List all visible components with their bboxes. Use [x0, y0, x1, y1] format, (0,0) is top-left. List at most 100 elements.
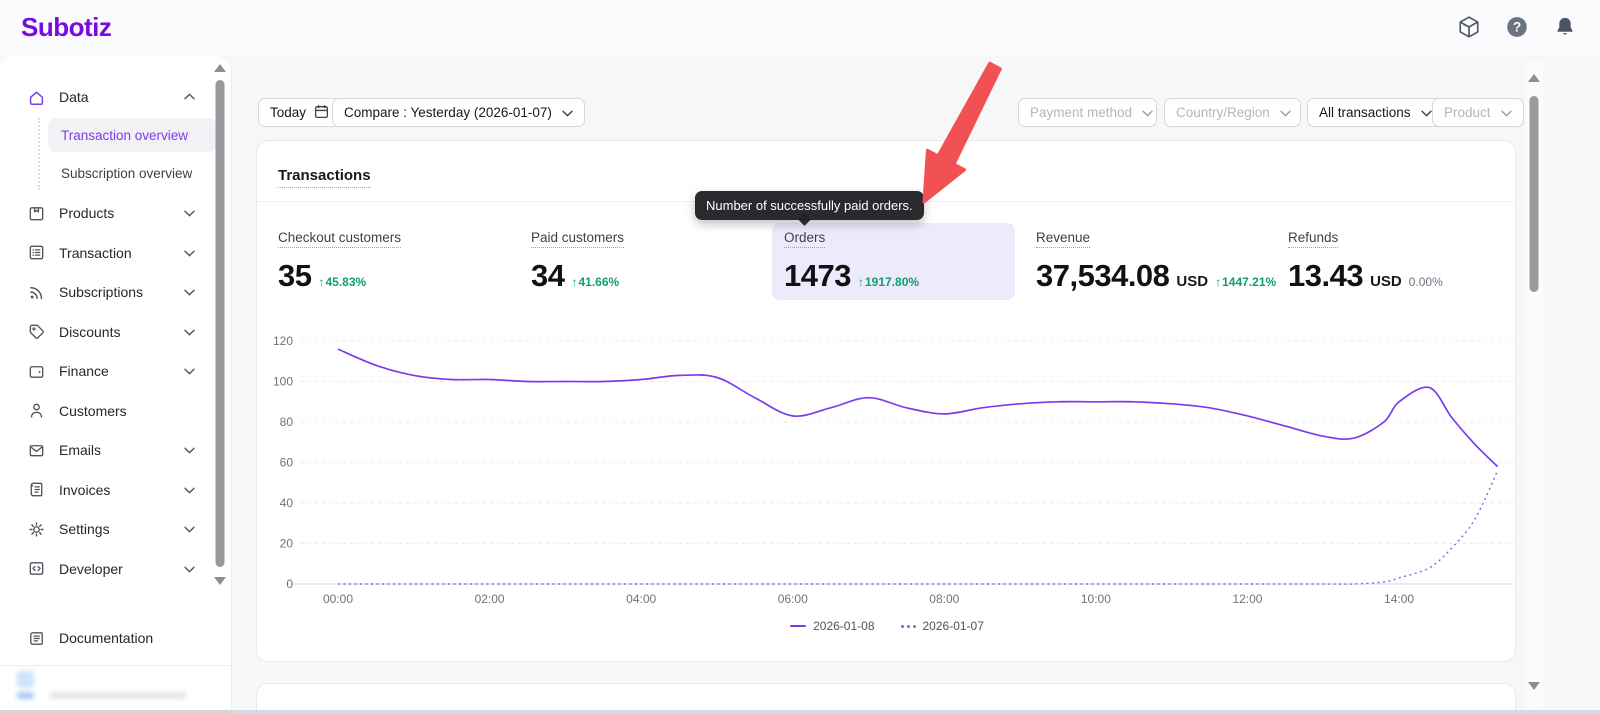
invoice-icon [27, 480, 46, 499]
account-area-blurred[interactable] [0, 666, 231, 714]
account-badge [17, 692, 34, 699]
metric-checkout-customers[interactable]: Checkout customers 35 ↑ 45.83% [278, 230, 402, 293]
svg-text:12:00: 12:00 [1232, 592, 1262, 606]
metric-change: ↑ 41.66% [571, 275, 620, 289]
sidebar-item-data[interactable]: Data [0, 78, 231, 116]
notifications-icon[interactable] [1552, 14, 1578, 40]
sidebar-item-invoices[interactable]: Invoices [0, 471, 231, 509]
sidebar-item-finance[interactable]: Finance [0, 352, 231, 390]
chevron-down-icon [184, 283, 195, 301]
chevron-down-icon [562, 105, 573, 120]
svg-text:10:00: 10:00 [1081, 592, 1111, 606]
sidebar-item-developer[interactable]: Developer [0, 550, 231, 588]
chevron-down-icon [184, 481, 195, 499]
account-name-placeholder [50, 692, 186, 699]
scroll-up-arrow[interactable] [214, 64, 226, 72]
chevron-down-icon [184, 204, 195, 222]
svg-text:120: 120 [273, 334, 293, 348]
payment-method-dropdown[interactable]: Payment method [1018, 98, 1157, 127]
sidebar-item-transaction-overview[interactable]: Transaction overview [48, 118, 217, 152]
legend-item-today[interactable]: 2026-01-08 [790, 619, 875, 633]
scrollbar-thumb[interactable] [215, 80, 225, 567]
next-panel-partial [256, 683, 1516, 714]
code-icon [27, 559, 46, 578]
account-avatar [17, 671, 34, 688]
metric-change: ↑ 45.83% [318, 275, 367, 289]
sidebar-divider [0, 665, 231, 666]
products-icon [27, 204, 46, 223]
up-arrow-icon: ↑ [571, 275, 578, 289]
chevron-down-icon [184, 244, 195, 262]
help-icon[interactable]: ? [1504, 14, 1530, 40]
compare-dropdown[interactable]: Compare : Yesterday (2026-01-07) [332, 98, 585, 127]
scroll-up-arrow[interactable] [1528, 74, 1540, 82]
chevron-down-icon [1280, 105, 1291, 120]
svg-text:06:00: 06:00 [778, 592, 808, 606]
metric-revenue[interactable]: Revenue 37,534.08 USD ↑ 1447.21% [1036, 230, 1277, 293]
documentation-icon [27, 629, 46, 648]
sidebar-item-emails[interactable]: Emails [0, 431, 231, 469]
svg-text:08:00: 08:00 [929, 592, 959, 606]
line-chart: 0 20 40 60 80 100 120 00:00 02:00 04:00 06:00 08:00… [273, 334, 1513, 606]
dotted-line-swatch [900, 624, 916, 628]
chevron-down-icon [184, 362, 195, 380]
main-scrollbar[interactable] [1525, 60, 1543, 710]
calendar-icon [314, 104, 329, 122]
sidebar-scrollbar[interactable] [211, 62, 229, 607]
chevron-down-icon [1420, 105, 1432, 120]
sidebar-item-settings[interactable]: Settings [0, 510, 231, 548]
sidebar-item-documentation[interactable]: Documentation [0, 619, 231, 657]
sidebar-item-products[interactable]: Products [0, 194, 231, 232]
chevron-down-icon [1501, 105, 1512, 120]
transaction-type-dropdown[interactable]: All transactions [1307, 98, 1444, 127]
chevron-down-icon [184, 560, 195, 578]
chevron-up-icon [184, 88, 195, 106]
legend-item-yesterday[interactable]: 2026-01-07 [900, 619, 984, 633]
package-icon[interactable] [1456, 14, 1482, 40]
scroll-down-arrow[interactable] [214, 577, 226, 585]
product-dropdown[interactable]: Product [1432, 98, 1524, 127]
scroll-down-arrow[interactable] [1528, 682, 1540, 690]
home-icon [27, 88, 46, 107]
wallet-icon [27, 362, 46, 381]
transactions-chart: 0 20 40 60 80 100 120 00:00 02:00 04:00 06:00 08:00… [257, 321, 1513, 613]
sidebar-item-subscription-overview[interactable]: Subscription overview [61, 165, 193, 181]
svg-text:?: ? [1513, 20, 1521, 35]
svg-text:00:00: 00:00 [323, 592, 353, 606]
chevron-down-icon [1142, 105, 1153, 120]
metric-paid-customers[interactable]: Paid customers 34 ↑ 41.66% [531, 230, 625, 293]
chart-legend: 2026-01-08 2026-01-07 [257, 619, 1517, 633]
chevron-down-icon [184, 441, 195, 459]
sidebar-item-customers[interactable]: Customers [0, 392, 231, 430]
chevron-down-icon [184, 520, 195, 538]
svg-text:100: 100 [273, 375, 293, 389]
subnav-rail [38, 118, 40, 190]
up-arrow-icon: ↑ [1215, 275, 1222, 289]
metric-refunds[interactable]: Refunds 13.43 USD 0.00% [1288, 230, 1443, 293]
gear-icon [27, 520, 46, 539]
up-arrow-icon: ↑ [857, 275, 864, 289]
svg-text:0: 0 [286, 577, 293, 591]
svg-text:60: 60 [280, 456, 294, 470]
country-region-dropdown[interactable]: Country/Region [1164, 98, 1301, 127]
svg-text:04:00: 04:00 [626, 592, 656, 606]
bottom-edge-strip [0, 710, 1600, 714]
metric-change: ↑ 1447.21% [1215, 275, 1277, 289]
svg-text:40: 40 [280, 496, 294, 510]
metric-orders[interactable]: Orders 1473 ↑ 1917.80% [784, 230, 920, 293]
tooltip: Number of successfully paid orders. [695, 191, 924, 226]
app-logo[interactable]: Subotiz [21, 12, 112, 42]
sidebar-item-subscriptions[interactable]: Subscriptions [0, 273, 231, 311]
envelope-icon [27, 441, 46, 460]
svg-text:14:00: 14:00 [1384, 592, 1414, 606]
up-arrow-icon: ↑ [318, 275, 325, 289]
topbar: Subotiz ? [0, 0, 1600, 56]
orders-metric-highlight [772, 223, 1015, 300]
scrollbar-thumb[interactable] [1529, 96, 1539, 292]
tag-icon [27, 322, 46, 341]
svg-text:20: 20 [280, 537, 294, 551]
date-range-button[interactable]: Today [258, 98, 342, 127]
metric-change: ↑ 1917.80% [857, 275, 920, 289]
sidebar-item-discounts[interactable]: Discounts [0, 313, 231, 351]
sidebar-item-transaction[interactable]: Transaction [0, 234, 231, 272]
